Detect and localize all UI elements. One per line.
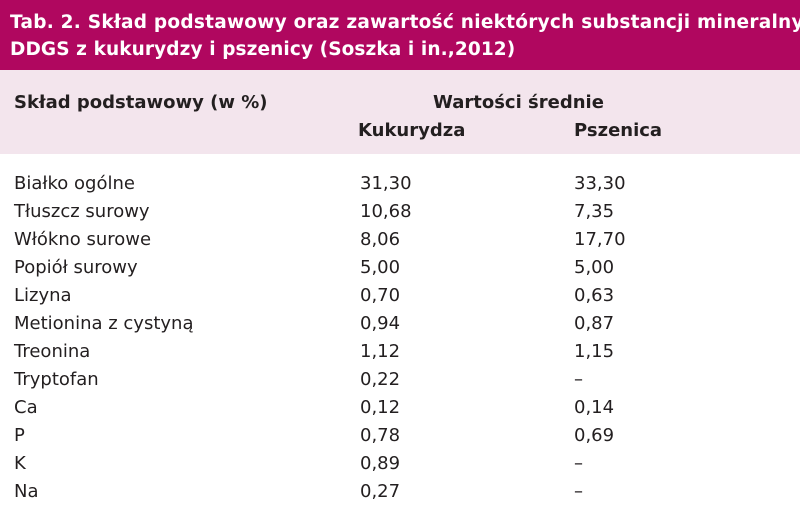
wheat-value: 0,87 [574, 313, 615, 334]
table-caption-bar: Tab. 2. Skład podstawowy oraz zawartość … [0, 0, 800, 70]
row-label: Popiół surowy [14, 257, 138, 278]
corn-value: 1,12 [360, 341, 401, 362]
corn-value: 10,68 [360, 201, 412, 222]
table-row: Białko ogólne 31,30 33,30 [0, 170, 800, 197]
wheat-value: – [574, 369, 583, 390]
wheat-value: – [574, 481, 583, 502]
wheat-value: 7,35 [574, 201, 615, 222]
header-mean-values: Wartości średnie [433, 92, 604, 113]
table-row: Treonina 1,12 1,15 [0, 338, 800, 365]
row-label: Tłuszcz surowy [14, 201, 150, 222]
wheat-value: 0,14 [574, 397, 615, 418]
corn-value: 0,22 [360, 369, 401, 390]
wheat-value: 0,69 [574, 425, 615, 446]
table-row: Lizyna 0,70 0,63 [0, 282, 800, 309]
corn-value: 0,27 [360, 481, 401, 502]
row-label: Treonina [14, 341, 91, 362]
row-label: Włókno surowe [14, 229, 152, 250]
table-row: Tryptofan 0,22 – [0, 366, 800, 393]
table-row: Na 0,27 – [0, 478, 800, 505]
table-header-band [0, 70, 800, 154]
wheat-value: 0,63 [574, 285, 615, 306]
header-composition: Skład podstawowy (w %) [14, 92, 268, 113]
row-label: P [14, 425, 25, 446]
table-row: Popiół surowy 5,00 5,00 [0, 254, 800, 281]
table-row: P 0,78 0,69 [0, 422, 800, 449]
corn-value: 0,70 [360, 285, 401, 306]
table-caption-line-1: Tab. 2. Skład podstawowy oraz zawartość … [10, 12, 800, 33]
row-label: K [14, 453, 26, 474]
row-label: Lizyna [14, 285, 72, 306]
wheat-value: 17,70 [574, 229, 626, 250]
row-label: Ca [14, 397, 38, 418]
table-row: Włókno surowe 8,06 17,70 [0, 226, 800, 253]
wheat-value: 5,00 [574, 257, 615, 278]
corn-value: 0,89 [360, 453, 401, 474]
table-row: Tłuszcz surowy 10,68 7,35 [0, 198, 800, 225]
corn-value: 0,12 [360, 397, 401, 418]
row-label: Na [14, 481, 39, 502]
corn-value: 31,30 [360, 173, 412, 194]
table-row: K 0,89 – [0, 450, 800, 477]
table-row: Ca 0,12 0,14 [0, 394, 800, 421]
wheat-value: 1,15 [574, 341, 615, 362]
table-row: Metionina z cystyną 0,94 0,87 [0, 310, 800, 337]
header-wheat: Pszenica [574, 120, 663, 141]
corn-value: 0,78 [360, 425, 401, 446]
corn-value: 8,06 [360, 229, 401, 250]
row-label: Metionina z cystyną [14, 313, 194, 334]
row-label: Białko ogólne [14, 173, 135, 194]
wheat-value: 33,30 [574, 173, 626, 194]
row-label: Tryptofan [14, 369, 99, 390]
corn-value: 5,00 [360, 257, 401, 278]
wheat-value: – [574, 453, 583, 474]
table-caption-line-2: DDGS z kukurydzy i pszenicy (Soszka i in… [10, 39, 516, 60]
corn-value: 0,94 [360, 313, 401, 334]
header-corn: Kukurydza [358, 120, 466, 141]
